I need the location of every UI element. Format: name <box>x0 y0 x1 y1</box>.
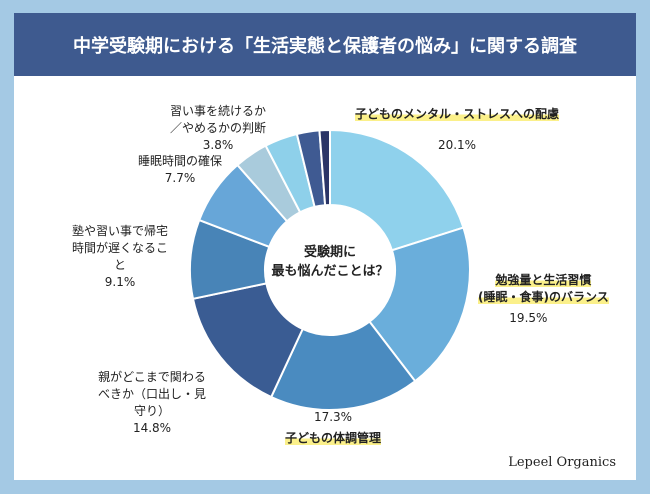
label-health: 17.3% 子どもの体調管理 <box>285 410 382 445</box>
donut-slice-9 <box>318 128 331 207</box>
label-involvement: 親がどこまで関わる べきか（口出し・見 守り） 14.8% <box>98 370 207 435</box>
label-late-return: 塾や習い事で帰宅 時間が遅くなるこ と 9.1% <box>72 224 169 289</box>
center-line-1: 受験期に <box>303 245 356 260</box>
center-label: 受験期に 最も悩んだことは？ <box>265 243 395 281</box>
donut-slice-2 <box>269 320 417 411</box>
label-mental: 子どものメンタル・ストレスへの配慮 20.1% <box>355 107 560 152</box>
label-sleep: 睡眠時間の確保 7.7% <box>138 154 223 185</box>
donut-slice-3 <box>191 282 305 399</box>
donut-slice-0 <box>329 128 465 252</box>
label-lessons: 習い事を続けるか ／やめるかの判断 3.8% <box>170 104 267 152</box>
label-balance: 勉強量と生活習慣 (睡眠・食事)のバランス 19.5% <box>478 273 609 325</box>
center-line-2: 最も悩んだことは？ <box>271 264 389 279</box>
donut-slice-1 <box>368 226 471 383</box>
page-title: 中学受験期における「生活実態と保護者の悩み」に関する調査 <box>14 13 636 76</box>
brand-logo: Lepeel Organics <box>508 455 616 470</box>
